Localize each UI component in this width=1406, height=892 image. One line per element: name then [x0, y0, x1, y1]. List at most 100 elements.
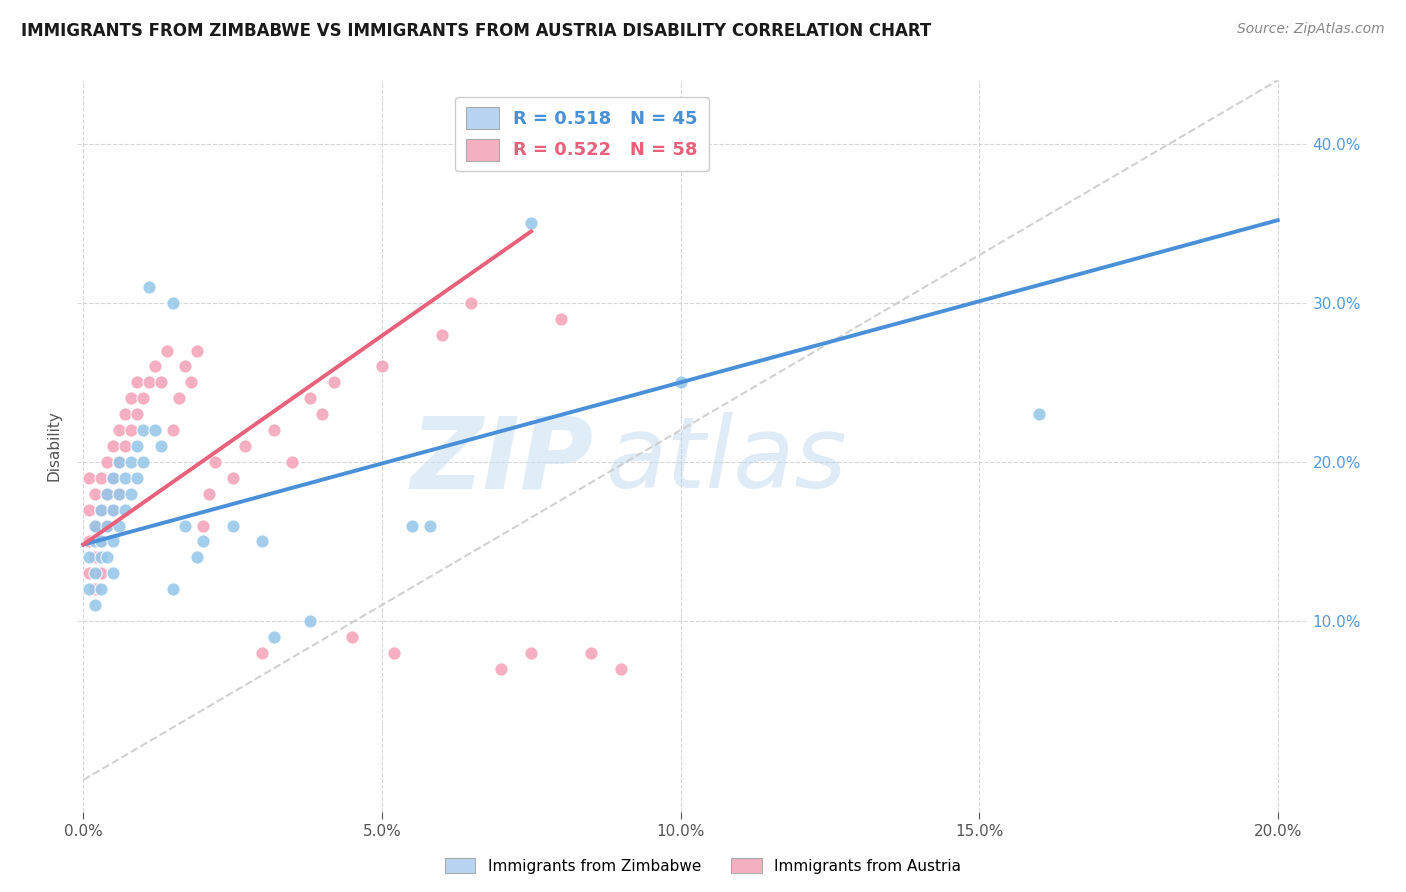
- Point: [191, 534, 214, 549]
- Point: [84, 598, 107, 612]
- Point: [186, 343, 208, 358]
- Point: [669, 376, 692, 390]
- Point: [84, 486, 107, 500]
- Point: [101, 566, 124, 581]
- Point: [84, 534, 107, 549]
- Point: [323, 376, 346, 390]
- Point: [77, 534, 100, 549]
- Point: [197, 486, 219, 500]
- Point: [108, 486, 131, 500]
- Point: [108, 486, 131, 500]
- Point: [382, 646, 405, 660]
- Point: [149, 376, 172, 390]
- Point: [299, 614, 322, 628]
- Legend: Immigrants from Zimbabwe, Immigrants from Austria: Immigrants from Zimbabwe, Immigrants fro…: [439, 852, 967, 880]
- Point: [120, 455, 142, 469]
- Point: [191, 518, 214, 533]
- Point: [96, 455, 118, 469]
- Point: [84, 518, 107, 533]
- Point: [610, 662, 633, 676]
- Point: [101, 502, 124, 516]
- Point: [520, 216, 543, 230]
- Point: [114, 439, 136, 453]
- Point: [419, 518, 441, 533]
- Point: [108, 423, 131, 437]
- Point: [101, 471, 124, 485]
- Point: [263, 423, 285, 437]
- Point: [108, 518, 131, 533]
- Point: [101, 439, 124, 453]
- Point: [125, 439, 148, 453]
- Point: [550, 311, 572, 326]
- Point: [132, 423, 155, 437]
- Point: [1028, 407, 1050, 421]
- Point: [173, 518, 195, 533]
- Point: [401, 518, 423, 533]
- Point: [281, 455, 304, 469]
- Point: [77, 471, 100, 485]
- Point: [180, 376, 202, 390]
- Point: [138, 376, 160, 390]
- Point: [96, 486, 118, 500]
- Point: [167, 392, 190, 406]
- Y-axis label: Disability: Disability: [46, 410, 62, 482]
- Point: [233, 439, 256, 453]
- Point: [90, 502, 112, 516]
- Point: [77, 502, 100, 516]
- Point: [90, 534, 112, 549]
- Point: [101, 471, 124, 485]
- Point: [125, 407, 148, 421]
- Point: [84, 566, 107, 581]
- Point: [90, 471, 112, 485]
- Legend: R = 0.518   N = 45, R = 0.522   N = 58: R = 0.518 N = 45, R = 0.522 N = 58: [456, 96, 709, 171]
- Point: [132, 392, 155, 406]
- Point: [221, 518, 243, 533]
- Point: [162, 582, 184, 596]
- Point: [371, 359, 394, 374]
- Point: [84, 518, 107, 533]
- Point: [125, 471, 148, 485]
- Point: [162, 296, 184, 310]
- Point: [84, 582, 107, 596]
- Point: [84, 550, 107, 565]
- Point: [101, 534, 124, 549]
- Point: [143, 423, 166, 437]
- Point: [125, 376, 148, 390]
- Point: [114, 407, 136, 421]
- Point: [90, 534, 112, 549]
- Point: [90, 582, 112, 596]
- Point: [430, 327, 453, 342]
- Point: [96, 486, 118, 500]
- Point: [579, 646, 602, 660]
- Point: [77, 566, 100, 581]
- Point: [96, 518, 118, 533]
- Point: [120, 392, 142, 406]
- Point: [186, 550, 208, 565]
- Point: [108, 455, 131, 469]
- Text: Source: ZipAtlas.com: Source: ZipAtlas.com: [1237, 22, 1385, 37]
- Point: [120, 423, 142, 437]
- Text: ZIP: ZIP: [411, 412, 595, 509]
- Text: IMMIGRANTS FROM ZIMBABWE VS IMMIGRANTS FROM AUSTRIA DISABILITY CORRELATION CHART: IMMIGRANTS FROM ZIMBABWE VS IMMIGRANTS F…: [21, 22, 931, 40]
- Point: [252, 534, 274, 549]
- Point: [101, 502, 124, 516]
- Point: [90, 550, 112, 565]
- Point: [90, 502, 112, 516]
- Point: [77, 582, 100, 596]
- Point: [263, 630, 285, 644]
- Point: [108, 455, 131, 469]
- Point: [162, 423, 184, 437]
- Point: [156, 343, 179, 358]
- Point: [299, 392, 322, 406]
- Point: [138, 280, 160, 294]
- Point: [114, 502, 136, 516]
- Point: [520, 646, 543, 660]
- Point: [340, 630, 363, 644]
- Text: atlas: atlas: [606, 412, 848, 509]
- Point: [173, 359, 195, 374]
- Point: [77, 550, 100, 565]
- Point: [149, 439, 172, 453]
- Point: [143, 359, 166, 374]
- Point: [204, 455, 226, 469]
- Point: [96, 550, 118, 565]
